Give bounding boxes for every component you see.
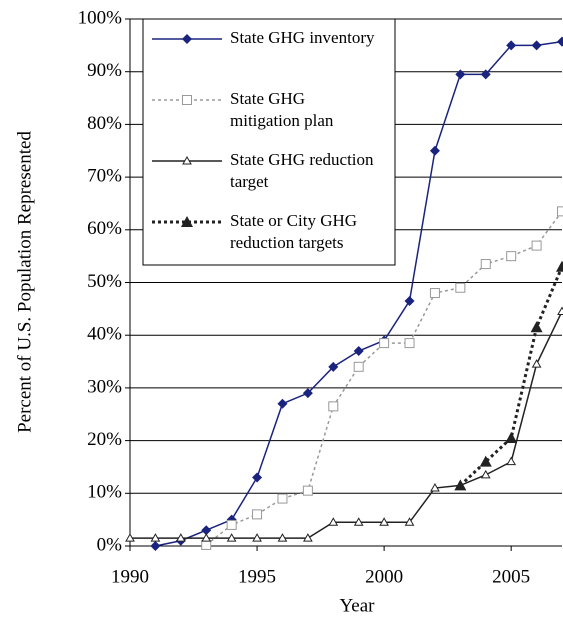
marker — [506, 40, 517, 51]
marker — [404, 517, 415, 526]
marker — [429, 288, 440, 299]
x-tick-label: 2005 — [492, 566, 530, 587]
marker — [404, 338, 415, 349]
marker — [226, 533, 237, 542]
marker — [302, 485, 313, 496]
series-line — [459, 266, 563, 487]
marker — [277, 533, 288, 542]
x-tick-label: 1995 — [238, 566, 276, 587]
marker — [379, 338, 390, 349]
marker — [302, 388, 313, 399]
marker — [175, 533, 186, 542]
marker — [182, 95, 192, 105]
legend-entry: State or City GHG reduction targets — [230, 211, 358, 252]
series-line — [205, 210, 563, 546]
marker — [557, 36, 563, 47]
marker — [353, 361, 364, 372]
marker — [182, 34, 192, 44]
y-tick-label: 10% — [87, 482, 122, 503]
legend-entry: State GHG inventory — [230, 28, 375, 47]
y-tick-label: 100% — [78, 7, 123, 28]
marker — [226, 519, 237, 530]
marker — [429, 145, 440, 156]
marker — [277, 493, 288, 504]
marker — [277, 398, 288, 409]
marker — [201, 525, 212, 536]
y-axis-label: Percent of U.S. Population Represented — [14, 131, 35, 433]
marker — [201, 533, 212, 542]
marker — [353, 346, 364, 357]
marker — [480, 469, 491, 479]
marker — [506, 456, 517, 466]
series-line — [130, 311, 563, 539]
marker — [125, 533, 135, 542]
y-tick-label: 80% — [87, 113, 122, 134]
marker — [455, 69, 466, 80]
marker — [454, 479, 467, 491]
marker — [531, 359, 542, 368]
marker — [182, 155, 192, 165]
legend-entry: State GHG mitigation plan — [230, 89, 334, 130]
marker — [480, 69, 491, 80]
marker — [252, 472, 263, 483]
x-tick-label: 2000 — [365, 566, 403, 587]
marker — [430, 483, 440, 492]
marker — [328, 401, 339, 412]
legend: State GHG inventory State GHG mitigation … — [142, 18, 396, 266]
y-tick-label: 20% — [87, 429, 122, 450]
y-tick-label: 50% — [87, 271, 122, 292]
marker — [557, 306, 563, 315]
marker — [556, 260, 563, 272]
marker — [252, 509, 263, 520]
y-tick-label: 90% — [87, 60, 122, 81]
x-tick-label: 1990 — [111, 566, 149, 587]
marker — [404, 295, 415, 306]
y-tick-label: 60% — [87, 218, 122, 239]
marker — [252, 533, 262, 542]
marker — [303, 533, 313, 542]
marker — [531, 240, 542, 251]
y-tick-label: 70% — [87, 165, 122, 186]
legend-label: State GHG mitigation plan — [230, 89, 334, 130]
marker — [479, 455, 492, 467]
legend-label: State or City GHG reduction targets — [230, 211, 358, 252]
y-tick-label: 30% — [87, 376, 122, 397]
legend-label: State GHG inventory — [230, 28, 375, 47]
marker — [379, 517, 389, 526]
marker — [557, 206, 563, 217]
marker — [455, 282, 466, 293]
marker — [150, 533, 161, 542]
legend-label: State GHG reduction target — [230, 150, 374, 191]
legend-entry: State GHG reduction target — [230, 150, 374, 191]
marker — [480, 259, 491, 270]
marker — [201, 539, 212, 550]
marker — [506, 251, 517, 262]
marker — [531, 40, 542, 51]
marker — [505, 431, 518, 443]
marker — [150, 541, 161, 551]
marker — [530, 321, 543, 333]
marker — [353, 517, 364, 526]
marker — [328, 361, 339, 372]
x-axis-label: Year — [339, 595, 375, 616]
y-tick-label: 0% — [97, 534, 123, 555]
marker — [181, 216, 193, 227]
marker — [328, 517, 339, 526]
y-tick-label: 40% — [87, 324, 122, 345]
